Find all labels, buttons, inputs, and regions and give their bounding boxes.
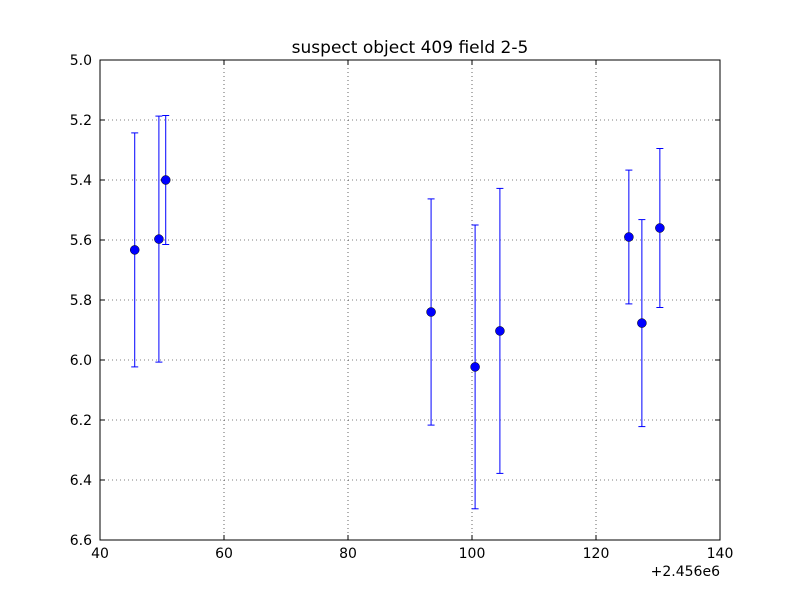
plot-frame (99, 59, 721, 541)
x-tick-label: 60 (215, 546, 233, 562)
x-tick-label: 40 (91, 546, 109, 562)
chart-title: suspect object 409 field 2-5 (292, 38, 529, 58)
marker (495, 326, 505, 336)
marker (655, 223, 665, 233)
y-tick-label: 5.2 (70, 113, 92, 129)
y-tick-label: 6.6 (70, 533, 92, 549)
x-tick-label: 140 (707, 546, 734, 562)
y-tick-label: 5.6 (70, 233, 92, 249)
x-tick-label: 80 (339, 546, 357, 562)
marker (154, 234, 164, 244)
marker (637, 318, 647, 328)
y-tick-label: 6.4 (70, 473, 92, 489)
x-offset-label: +2.456e6 (651, 564, 720, 580)
y-tick-label: 5.0 (70, 53, 92, 69)
y-tick-label: 6.2 (70, 413, 92, 429)
y-tick-label: 5.8 (70, 293, 92, 309)
y-tick-label: 5.4 (70, 173, 92, 189)
x-tick-label: 120 (583, 546, 610, 562)
marker (160, 175, 171, 185)
marker (426, 307, 436, 317)
y-tick-label: 6.0 (70, 353, 92, 369)
marker (624, 232, 634, 242)
marker (470, 362, 480, 372)
x-tick-label: 100 (459, 546, 486, 562)
marker (129, 245, 140, 255)
